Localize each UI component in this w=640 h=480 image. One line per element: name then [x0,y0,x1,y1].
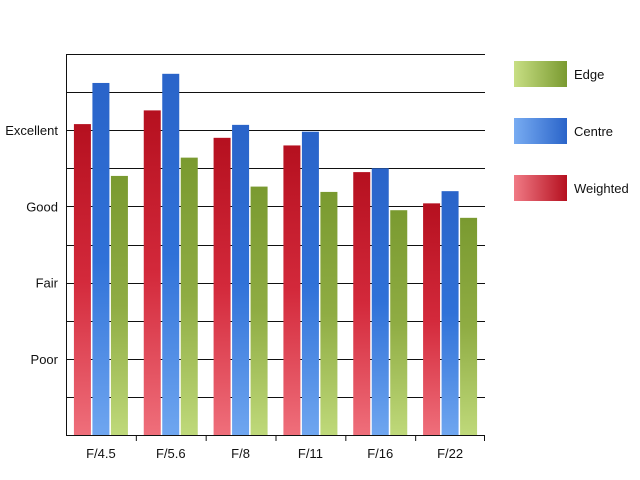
legend-swatch-weighted [514,175,567,201]
bar-weighted-f-16 [353,172,371,436]
bar-weighted-f-8 [213,137,231,435]
legend-label-centre: Centre [574,124,613,139]
x-tick-label-f-11: F/11 [298,446,323,461]
y-tick-label-excellent: Excellent [5,123,58,138]
y-tick-label-fair: Fair [36,276,59,291]
bar-edge-f-22 [460,217,478,435]
bar-weighted-f-22 [423,203,441,435]
x-tick-label-f-22: F/22 [437,446,463,461]
bar-weighted-f-5-6 [143,110,161,435]
bar-edge-f-4-5 [110,175,128,436]
legend-label-edge: Edge [574,67,604,82]
bar-edge-f-8 [250,186,268,435]
y-tick-label-good: Good [26,199,58,214]
bars [73,73,478,436]
bar-centre-f-5-6 [162,73,180,435]
y-tick-label-poor: Poor [31,352,59,367]
gridlines [66,54,485,398]
x-tick-label-f-16: F/16 [367,446,393,461]
x-tick-label-f-4-5: F/4.5 [86,446,116,461]
axes [66,54,485,441]
legend-label-weighted: Weighted [574,181,629,196]
bar-weighted-f-4-5 [73,124,91,435]
legend: Edge Centre Weighted [514,61,629,201]
bar-centre-f-11 [301,131,319,435]
bar-weighted-f-11 [283,145,301,435]
bar-centre-f-22 [441,191,459,435]
bar-centre-f-4-5 [92,82,110,436]
x-tick-label-f-8: F/8 [231,446,250,461]
x-tick-labels: F/4.5 F/5.6 F/8 F/11 F/16 F/22 [86,446,463,461]
y-tick-labels: Poor Fair Good Excellent [5,123,58,367]
bar-centre-f-8 [232,124,250,435]
bar-centre-f-16 [371,168,389,436]
bar-edge-f-5-6 [180,157,198,435]
legend-swatch-edge [514,61,567,87]
bar-edge-f-11 [320,191,338,435]
x-tick-label-f-5-6: F/5.6 [156,446,186,461]
bar-edge-f-16 [390,210,408,435]
legend-swatch-centre [514,118,567,144]
